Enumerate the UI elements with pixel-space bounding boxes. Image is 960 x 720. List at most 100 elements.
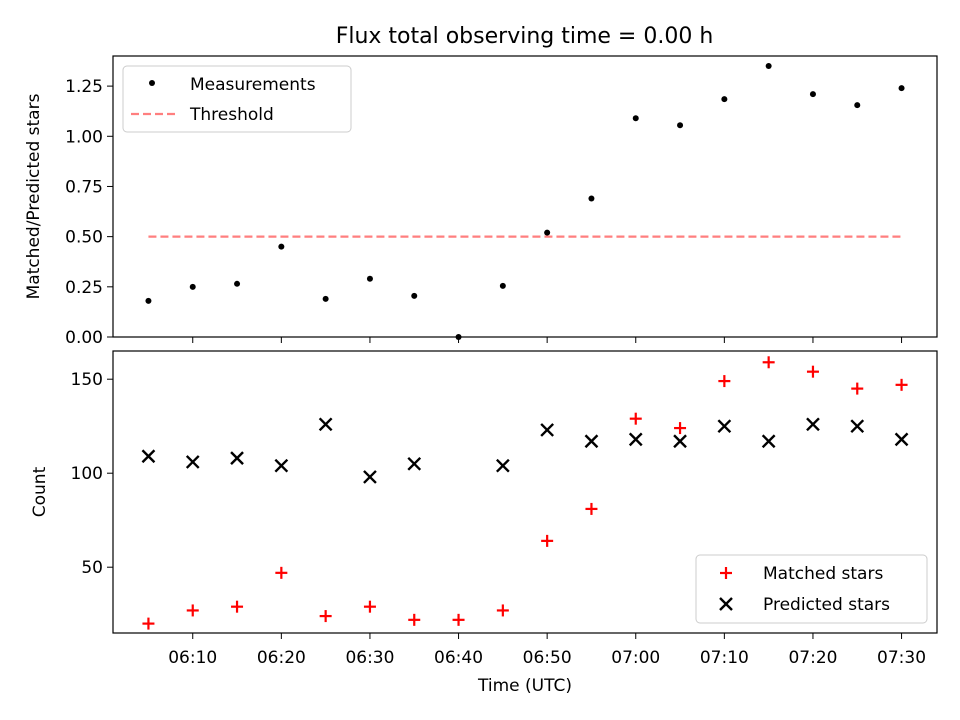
bottom-legend-box [695, 554, 928, 624]
measurement-point [898, 85, 905, 92]
legend-measurements-marker [149, 80, 155, 86]
top-y-tick-label: 0.25 [65, 278, 103, 298]
legend-matched-marker [720, 567, 732, 579]
x-tick-label: 06:20 [257, 648, 306, 668]
predicted-star-point [584, 434, 599, 449]
cross-b [318, 417, 333, 432]
cross-b [717, 419, 732, 434]
matched-star-point [452, 613, 465, 626]
x-tick-label: 06:10 [168, 648, 217, 668]
cross-b [185, 455, 200, 469]
legend-measurements-label: Measurements [190, 75, 316, 95]
cross-b [806, 417, 820, 432]
predicted-star-point [230, 451, 244, 466]
cross-b [673, 434, 687, 449]
bottom-y-tick-label: 150 [71, 370, 103, 390]
predicted-star-point [363, 470, 377, 484]
top-y-tick-label: 0.75 [65, 177, 103, 197]
measurement-point [189, 283, 196, 290]
top-y-tick-label: 0.00 [65, 328, 103, 348]
measurement-point [544, 229, 551, 236]
cross-b [230, 451, 244, 466]
bottom-legend: Matched stars Predicted stars [695, 554, 928, 624]
predicted-star-point [761, 434, 776, 449]
predicted-star-point [274, 458, 289, 473]
top-legend: Measurements Threshold [122, 65, 352, 133]
measurement-point [809, 91, 816, 98]
x-tick-label: 06:40 [434, 648, 483, 668]
top-y-axis-label: Matched/Predicted stars [24, 93, 44, 299]
matched-star-point [895, 378, 908, 391]
measurement-point [366, 275, 373, 282]
top-y-tick-label: 1.00 [65, 127, 103, 147]
cross-b [540, 423, 554, 437]
predicted-star-point [894, 432, 909, 447]
matched-star-point [541, 534, 554, 547]
x-tick-label: 07:00 [611, 648, 660, 668]
cross-b [850, 419, 865, 434]
matched-star-point [363, 600, 376, 613]
matched-star-point [142, 617, 155, 630]
cross-b [719, 597, 733, 611]
chart-title: Flux total observing time = 0.00 h [336, 24, 714, 49]
x-axis-label: Time (UTC) [477, 676, 572, 696]
top-y-tick-label: 0.50 [65, 228, 103, 248]
bottom-axes-frame [112, 350, 938, 634]
matched-star-point [231, 600, 244, 613]
top-axes: 0.00 0.25 0.50 0.75 1.00 1.25 Matched/Predicte… [24, 55, 938, 348]
measurement-point [588, 195, 595, 202]
predicted-star-point [540, 423, 554, 437]
matched-star-point [496, 604, 509, 617]
x-tick-label: 06:50 [523, 648, 572, 668]
cross-b [274, 458, 289, 473]
matched-star-point [186, 604, 199, 617]
matched-star-point [718, 375, 731, 388]
top-axes-frame [112, 55, 938, 338]
predicted-star-point [185, 455, 200, 469]
matched-star-point [319, 610, 332, 623]
x-tick-label: 07:10 [700, 648, 749, 668]
measurement-point [145, 297, 152, 304]
cross-b [894, 432, 909, 447]
matched-star-point [674, 422, 687, 435]
cross-b [407, 456, 422, 471]
measurement-point [499, 282, 506, 289]
matched-star-point [851, 382, 864, 395]
measurement-point [411, 292, 418, 299]
legend-threshold-label: Threshold [189, 105, 274, 125]
predicted-star-point [673, 434, 687, 449]
predicted-star-point [496, 458, 510, 473]
predicted-star-point [717, 419, 732, 434]
predicted-star-point [407, 456, 422, 471]
bottom-axes: 50 100 150 06:10 06:20 06:30 06:40 06:50 07:00 07… [30, 350, 938, 696]
matched-star-point [762, 356, 775, 369]
measurement-point [765, 63, 772, 70]
predicted-star-point [141, 449, 156, 464]
cross-b [628, 432, 643, 447]
matched-star-point [408, 613, 421, 626]
bottom-y-tick-label: 100 [71, 464, 103, 484]
predicted-star-point [806, 417, 820, 432]
measurement-point [322, 295, 329, 302]
measurement-point [632, 115, 639, 122]
cross-b [761, 434, 776, 449]
measurement-point [721, 96, 728, 103]
legend-predicted-marker [719, 597, 733, 611]
measurement-point [234, 280, 241, 287]
measurement-point [677, 122, 684, 129]
top-y-tick-label: 1.25 [65, 77, 103, 97]
predicted-star-point [628, 432, 643, 447]
x-tick-label: 07:30 [877, 648, 926, 668]
cross-b [141, 449, 156, 464]
measurement-point [278, 243, 285, 250]
bottom-y-axis-label: Count [30, 466, 50, 517]
predicted-star-point [850, 419, 865, 434]
cross-b [363, 470, 377, 484]
legend-matched-label: Matched stars [763, 564, 883, 584]
cross-b [496, 458, 510, 473]
bottom-y-tick-label: 50 [81, 558, 103, 578]
measurement-point [854, 102, 861, 109]
top-legend-box [122, 65, 352, 133]
cross-b [584, 434, 599, 449]
